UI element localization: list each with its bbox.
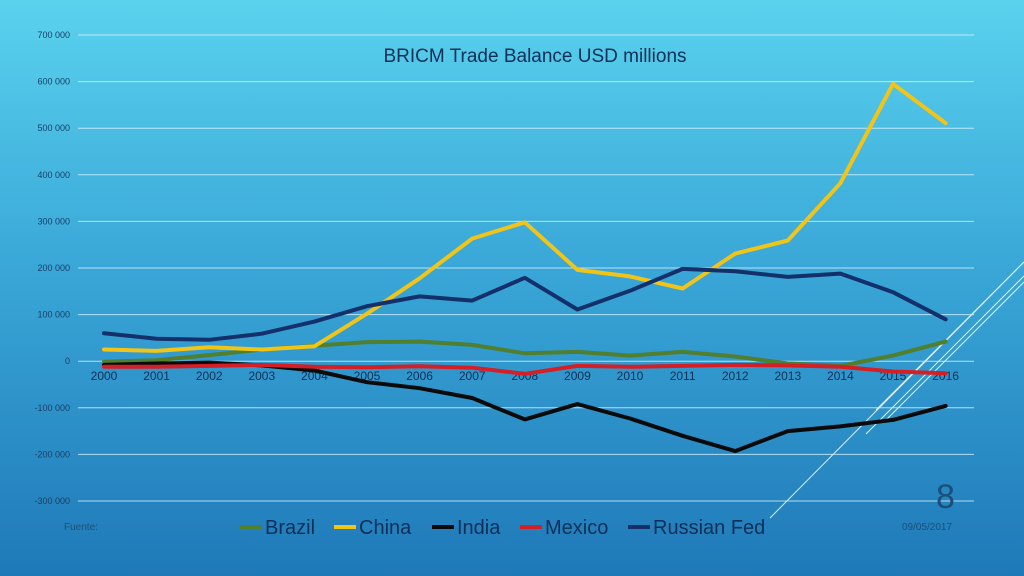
slide-number: 8	[936, 478, 955, 516]
y-tick-label: 0	[65, 356, 70, 366]
y-tick-label: 600 000	[37, 77, 70, 87]
legend-label: China	[359, 517, 412, 539]
series-line-russian-fed	[102, 266, 948, 342]
x-tick-label: 2010	[617, 369, 644, 383]
x-tick-label: 2002	[196, 369, 223, 383]
footer-date: 09/05/2017	[902, 522, 953, 533]
footer-source: Fuente:	[64, 522, 98, 533]
y-tick-label: 200 000	[37, 263, 70, 273]
y-tick-label: -300 000	[34, 496, 70, 506]
y-tick-label: -200 000	[34, 449, 70, 459]
x-tick-label: 2011	[670, 369, 696, 383]
decorative-corner-lines	[769, 261, 1024, 519]
x-tick-label: 2009	[564, 369, 591, 383]
x-tick-label: 2006	[406, 369, 433, 383]
x-tick-label: 2003	[248, 369, 275, 383]
y-axis-ticks: 700 000 600 000 500 000 400 000 300 000 200 0…	[34, 30, 70, 506]
x-axis-ticks: 2000 2001 2002 2003 2004 2005 2006 2007 2008 2009…	[91, 369, 960, 383]
x-tick-label: 2000	[91, 369, 118, 383]
chart-title: BRICM Trade Balance USD millions	[383, 46, 686, 67]
y-tick-label: 500 000	[37, 123, 70, 133]
legend-label: India	[457, 517, 501, 539]
legend-label: Russian Fed	[653, 517, 765, 539]
x-tick-label: 2007	[459, 369, 486, 383]
series-line-china	[102, 81, 948, 353]
y-tick-label: -100 000	[34, 403, 70, 413]
series-lines	[102, 81, 948, 454]
x-tick-label: 2012	[722, 369, 749, 383]
series-line-mexico	[102, 362, 948, 376]
x-tick-label: 2001	[143, 369, 170, 383]
x-tick-label: 2013	[774, 369, 801, 383]
y-tick-label: 300 000	[37, 216, 70, 226]
y-tick-label: 400 000	[37, 170, 70, 180]
legend-label: Mexico	[545, 517, 608, 539]
x-tick-label: 2014	[827, 369, 854, 383]
legend: Brazil China India Mexico Russian Fed	[240, 517, 765, 539]
legend-label: Brazil	[265, 517, 315, 539]
y-tick-label: 700 000	[37, 30, 70, 40]
y-tick-label: 100 000	[37, 310, 70, 320]
gridlines	[78, 34, 974, 502]
